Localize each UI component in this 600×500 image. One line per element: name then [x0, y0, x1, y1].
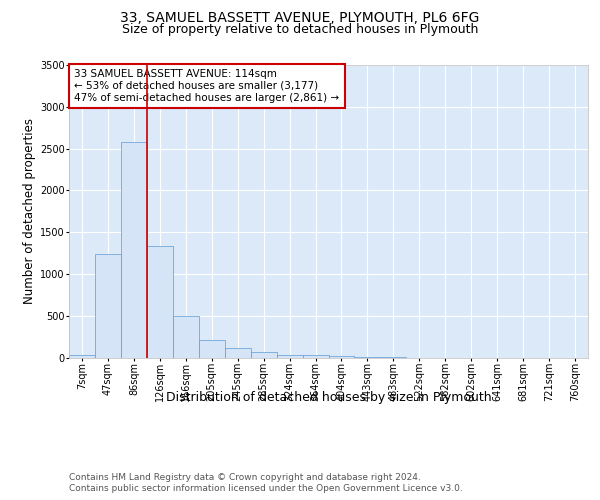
Bar: [329, 356, 355, 358]
Y-axis label: Number of detached properties: Number of detached properties: [23, 118, 36, 304]
Text: Contains public sector information licensed under the Open Government Licence v3: Contains public sector information licen…: [69, 484, 463, 493]
Text: Size of property relative to detached houses in Plymouth: Size of property relative to detached ho…: [122, 22, 478, 36]
Text: 33 SAMUEL BASSETT AVENUE: 114sqm
← 53% of detached houses are smaller (3,177)
47: 33 SAMUEL BASSETT AVENUE: 114sqm ← 53% o…: [74, 70, 340, 102]
Bar: [147, 246, 173, 358]
Bar: [121, 142, 147, 358]
Bar: [277, 355, 302, 358]
Text: Distribution of detached houses by size in Plymouth: Distribution of detached houses by size …: [166, 391, 491, 404]
Bar: [173, 316, 199, 358]
Bar: [225, 348, 251, 358]
Bar: [69, 355, 95, 358]
Bar: [251, 352, 277, 358]
Bar: [199, 340, 224, 357]
Text: Contains HM Land Registry data © Crown copyright and database right 2024.: Contains HM Land Registry data © Crown c…: [69, 472, 421, 482]
Bar: [302, 355, 329, 358]
Text: 33, SAMUEL BASSETT AVENUE, PLYMOUTH, PL6 6FG: 33, SAMUEL BASSETT AVENUE, PLYMOUTH, PL6…: [121, 11, 479, 25]
Bar: [95, 254, 121, 358]
Bar: [355, 356, 380, 358]
